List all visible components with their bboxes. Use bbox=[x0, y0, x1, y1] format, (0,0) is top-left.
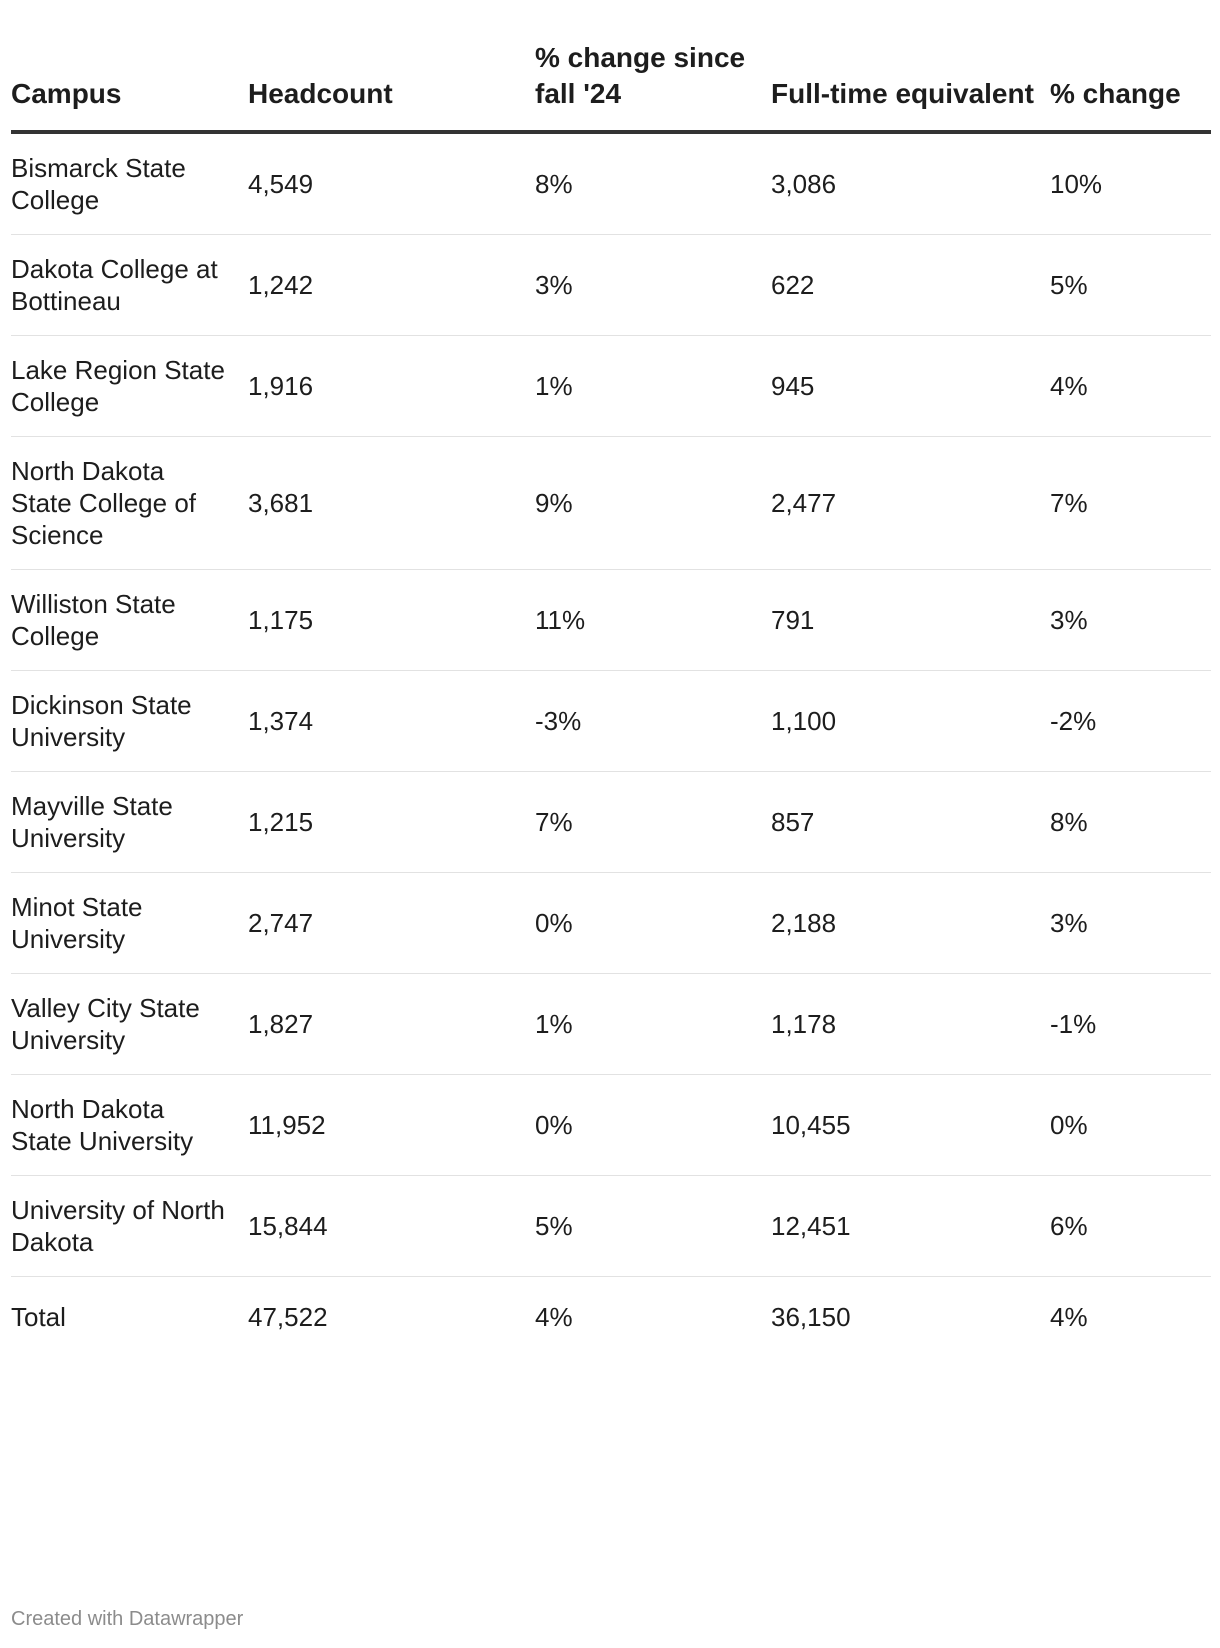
table-row: Minot State University 2,747 0% 2,188 3% bbox=[11, 872, 1211, 974]
table-row: North Dakota State College of Science 3,6… bbox=[11, 436, 1211, 570]
table-row: Mayville State University 1,215 7% 857 8% bbox=[11, 771, 1211, 873]
cell-fte-change: 6% bbox=[1050, 1175, 1211, 1277]
table-row: Bismarck State College 4,549 8% 3,086 10% bbox=[11, 132, 1211, 235]
cell-headcount: 1,374 bbox=[248, 670, 535, 772]
table-header: Campus Headcount % change since fall '24… bbox=[11, 40, 1211, 134]
cell-headcount-change: 0% bbox=[535, 1074, 771, 1176]
cell-fte: 945 bbox=[771, 335, 1050, 437]
cell-fte-change: 3% bbox=[1050, 872, 1211, 974]
cell-fte: 12,451 bbox=[771, 1175, 1050, 1277]
cell-headcount-change: -3% bbox=[535, 670, 771, 772]
cell-campus: Minot State University bbox=[11, 872, 248, 974]
table-body: Bismarck State College 4,549 8% 3,086 10% Dak… bbox=[11, 132, 1211, 1357]
cell-headcount: 3,681 bbox=[248, 436, 535, 570]
enrollment-table: Campus Headcount % change since fall '24… bbox=[11, 40, 1211, 1357]
cell-fte: 622 bbox=[771, 234, 1050, 336]
header-row: Campus Headcount % change since fall '24… bbox=[11, 40, 1211, 134]
cell-fte: 3,086 bbox=[771, 132, 1050, 235]
cell-fte: 2,477 bbox=[771, 436, 1050, 570]
cell-campus: Williston State College bbox=[11, 569, 248, 671]
cell-headcount: 1,242 bbox=[248, 234, 535, 336]
cell-headcount-change: 1% bbox=[535, 335, 771, 437]
footer-credit: Created with Datawrapper bbox=[11, 1608, 244, 1630]
cell-headcount: 4,549 bbox=[248, 132, 535, 235]
cell-headcount-change: 11% bbox=[535, 569, 771, 671]
cell-fte: 857 bbox=[771, 771, 1050, 873]
cell-headcount-change: 3% bbox=[535, 234, 771, 336]
cell-campus: Mayville State University bbox=[11, 771, 248, 873]
cell-campus: North Dakota State College of Science bbox=[11, 436, 248, 570]
column-header-headcount[interactable]: Headcount bbox=[248, 40, 535, 134]
cell-headcount: 1,215 bbox=[248, 771, 535, 873]
cell-fte-change: 3% bbox=[1050, 569, 1211, 671]
cell-fte-change: 4% bbox=[1050, 1302, 1088, 1332]
cell-fte-change: 8% bbox=[1050, 771, 1211, 873]
cell-fte-change: 4% bbox=[1050, 335, 1211, 437]
column-header-campus[interactable]: Campus bbox=[11, 40, 248, 134]
cell-campus: Dakota College at Bottineau bbox=[11, 234, 248, 336]
cell-headcount-change: 1% bbox=[535, 973, 771, 1075]
cell-campus: Valley City State University bbox=[11, 973, 248, 1075]
column-header-fte-change[interactable]: % change bbox=[1050, 40, 1211, 134]
table-row: Valley City State University 1,827 1% 1,178… bbox=[11, 973, 1211, 1075]
cell-fte-change: 5% bbox=[1050, 234, 1211, 336]
cell-fte-change: 7% bbox=[1050, 436, 1211, 570]
cell-fte: 791 bbox=[771, 569, 1050, 671]
cell-headcount: 47,522 bbox=[248, 1302, 328, 1332]
cell-headcount: 1,916 bbox=[248, 335, 535, 437]
column-header-fte[interactable]: Full-time equivalent bbox=[771, 40, 1050, 134]
table-row: North Dakota State University 11,952 0% 10,… bbox=[11, 1074, 1211, 1176]
cell-headcount: 2,747 bbox=[248, 872, 535, 974]
cell-headcount: 1,175 bbox=[248, 569, 535, 671]
cell-headcount-change: 7% bbox=[535, 771, 771, 873]
cell-campus: Dickinson State University bbox=[11, 670, 248, 772]
cell-headcount-change: 0% bbox=[535, 872, 771, 974]
total-row: Total 47,522 4% 36,150 4% bbox=[11, 1277, 1211, 1358]
cell-campus: University of North Dakota bbox=[11, 1175, 248, 1277]
table-row: Williston State College 1,175 11% 791 3% bbox=[11, 569, 1211, 671]
column-header-headcount-change[interactable]: % change since fall '24 bbox=[535, 40, 771, 134]
table-row: Dickinson State University 1,374 -3% 1,100-… bbox=[11, 670, 1211, 772]
cell-headcount-change: 9% bbox=[535, 436, 771, 570]
cell-campus: Total bbox=[11, 1302, 66, 1332]
cell-fte: 36,150 bbox=[771, 1302, 851, 1332]
table-row: Dakota College at Bottineau 1,242 3% 622 5% bbox=[11, 234, 1211, 336]
cell-headcount: 11,952 bbox=[248, 1074, 535, 1176]
cell-fte: 2,188 bbox=[771, 872, 1050, 974]
cell-campus: Bismarck State College bbox=[11, 132, 248, 235]
cell-fte-change: -1% bbox=[1050, 973, 1211, 1075]
cell-fte-change: 0% bbox=[1050, 1074, 1211, 1176]
table-container: Campus Headcount % change since fall '24… bbox=[11, 40, 1211, 1357]
cell-campus: North Dakota State University bbox=[11, 1074, 248, 1176]
cell-headcount-change: 8% bbox=[535, 132, 771, 235]
cell-fte: 1,100 bbox=[771, 670, 1050, 772]
table-row: Lake Region State College 1,916 1% 945 4% bbox=[11, 335, 1211, 437]
cell-headcount-change: 4% bbox=[535, 1302, 573, 1332]
cell-fte-change: 10% bbox=[1050, 132, 1211, 235]
cell-fte: 1,178 bbox=[771, 973, 1050, 1075]
cell-headcount: 15,844 bbox=[248, 1175, 535, 1277]
cell-campus: Lake Region State College bbox=[11, 335, 248, 437]
table-row: University of North Dakota 15,844 5% 12,451… bbox=[11, 1175, 1211, 1277]
cell-fte-change: -2% bbox=[1050, 670, 1211, 772]
cell-fte: 10,455 bbox=[771, 1074, 1050, 1176]
cell-headcount: 1,827 bbox=[248, 973, 535, 1075]
cell-headcount-change: 5% bbox=[535, 1175, 771, 1277]
